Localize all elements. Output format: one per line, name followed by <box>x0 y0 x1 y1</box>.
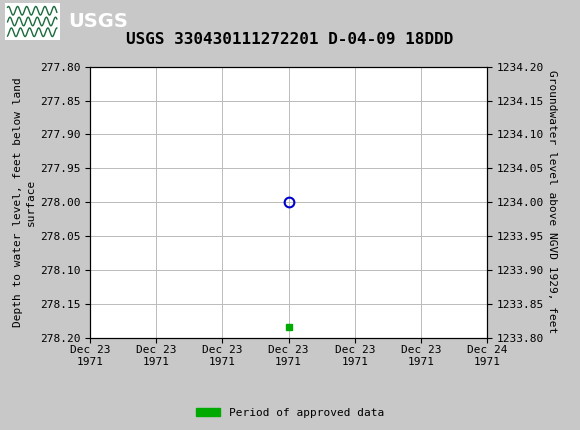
Text: USGS: USGS <box>68 12 128 31</box>
Legend: Period of approved data: Period of approved data <box>191 403 389 422</box>
Text: USGS 330430111272201 D-04-09 18DDD: USGS 330430111272201 D-04-09 18DDD <box>126 32 454 47</box>
Y-axis label: Depth to water level, feet below land
surface: Depth to water level, feet below land su… <box>13 77 36 327</box>
Bar <box>5 3 60 40</box>
Y-axis label: Groundwater level above NGVD 1929, feet: Groundwater level above NGVD 1929, feet <box>548 71 557 334</box>
